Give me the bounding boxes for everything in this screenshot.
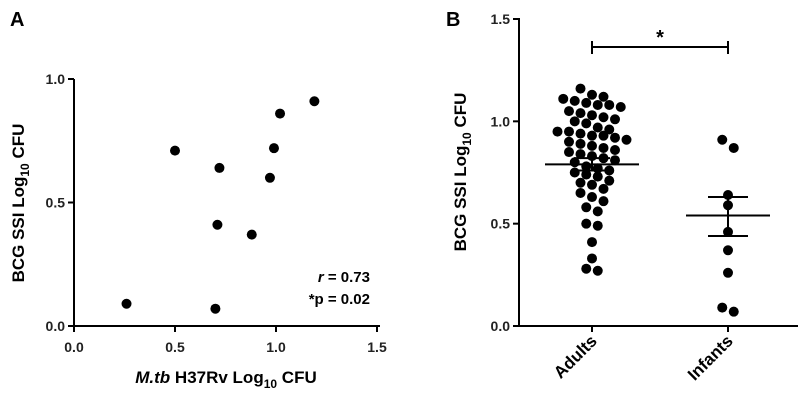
panel-b-data-point-adults [564, 147, 574, 158]
panel-b-data-point-adults [587, 89, 597, 100]
panel-a-points [121, 96, 320, 314]
significance-star: * [656, 27, 664, 49]
panel-b-data-point-adults [615, 102, 626, 113]
panel-b-data-point-adults [604, 99, 615, 110]
panel-b-data-point-adults [575, 128, 586, 139]
panel-a-x-label: M.tb H37Rv Log10 CFU [135, 368, 317, 391]
panel-b-data-point-adults [575, 187, 586, 198]
panel-b-data-point-adults [569, 116, 580, 127]
panel-b-data-point-adults [592, 220, 603, 231]
panel-b-data-point-adults [610, 132, 620, 143]
panel-a-data-point [170, 145, 180, 156]
panel-b-data-point-adults [575, 83, 586, 94]
panel-b-data-point-adults [581, 118, 592, 129]
panel-b-data-point-adults [575, 149, 586, 160]
panel-a-data-point [210, 303, 221, 314]
panel-b-category-label: Infants [684, 331, 737, 384]
panel-b-y-ticks: 0.0 0.5 1.0 1.5 [491, 11, 519, 334]
panel-a-r-value: r = 0.73 [318, 269, 370, 286]
panel-b-data-point-adults [564, 126, 574, 137]
panel-b-data-point-infants [723, 267, 733, 278]
panel-b-data-point-adults [592, 99, 603, 110]
panel-a-y-label: BCG SSI Log10 CFU [9, 124, 32, 283]
panel-b-data-point-adults [581, 97, 592, 108]
panel-b-data-point-adults [587, 237, 597, 248]
panel-b-mean-sem [545, 157, 770, 237]
panel-b-y-label: BCG SSI Log10 CFU [451, 93, 474, 252]
panel-b-data-point-infants [723, 245, 733, 256]
panel-b-data-point-adults [592, 122, 603, 133]
panel-b: B 0.0 0.5 1.0 1.5 Adults Infants BCG SSI Log… [446, 9, 798, 384]
panel-a-data-point [309, 96, 320, 107]
panel-b-y-tick-label: 0.5 [491, 216, 511, 232]
panel-b-data-point-adults [610, 114, 620, 125]
panel-a-x-tick-label: 0.0 [64, 339, 84, 355]
panel-b-data-point-adults [592, 206, 603, 217]
panel-b-data-point-adults [592, 265, 603, 276]
panel-b-data-point-adults [587, 110, 597, 121]
panel-a-data-point [246, 229, 257, 240]
panel-b-y-tick-label: 1.0 [491, 113, 511, 129]
panel-b-y-tick-label: 1.5 [491, 11, 511, 27]
panel-b-data-point-adults [575, 177, 586, 188]
panel-b-data-point-infants [717, 134, 728, 145]
panel-a-p-value: *p = 0.02 [309, 291, 370, 308]
panel-a-x-tick-label: 1.0 [266, 339, 286, 355]
panel-b-data-point-adults [598, 196, 609, 207]
panel-b-data-point-adults [587, 130, 597, 141]
panel-b-data-point-adults [598, 91, 609, 102]
panel-b-data-point-adults [558, 93, 569, 104]
panel-b-y-tick-label: 0.0 [491, 318, 511, 334]
panel-a-data-point [121, 298, 132, 309]
panel-b-data-point-adults [610, 155, 620, 166]
panel-b-data-point-adults [604, 175, 615, 186]
panel-a-x-tick-label: 1.5 [367, 339, 387, 355]
panel-b-data-point-adults [587, 192, 597, 203]
panel-b-data-point-adults [564, 136, 574, 147]
panel-b-data-point-adults [610, 144, 620, 155]
panel-b-data-point-adults [587, 253, 597, 264]
panel-a-data-point [268, 143, 279, 154]
panel-b-label: B [446, 9, 460, 31]
panel-a: A 0.0 0.5 1.0 0.0 0.5 1.0 1.5 BCG SSI Log10 C… [9, 9, 387, 391]
panel-b-data-point-adults [598, 142, 609, 153]
panel-b-data-point-adults [587, 140, 597, 151]
panel-a-data-point [275, 108, 286, 119]
panel-a-x-ticks: 0.0 0.5 1.0 1.5 [64, 326, 387, 355]
panel-b-points [552, 83, 739, 317]
panel-a-label: A [10, 9, 24, 31]
panel-b-data-point-infants [728, 306, 739, 317]
panel-b-data-point-infants [717, 302, 728, 313]
panel-a-y-tick-label: 1.0 [46, 71, 66, 87]
panel-a-y-ticks: 0.0 0.5 1.0 [46, 71, 74, 334]
panel-b-data-point-adults [581, 218, 592, 229]
panel-a-y-tick-label: 0.5 [46, 195, 66, 211]
panel-b-data-point-adults [592, 171, 603, 182]
panel-a-data-point [214, 162, 225, 173]
panel-a-data-point [264, 172, 275, 183]
panel-b-data-point-adults [569, 167, 580, 178]
panel-a-y-tick-label: 0.0 [46, 318, 66, 334]
panel-b-data-point-adults [569, 95, 580, 106]
panel-b-category-label: Adults [550, 331, 601, 382]
panel-b-data-point-adults [575, 138, 586, 149]
panel-b-data-point-adults [598, 112, 609, 123]
panel-a-x-tick-label: 0.5 [165, 339, 185, 355]
panel-b-data-point-adults [581, 263, 592, 274]
panel-b-data-point-adults [552, 126, 563, 137]
panel-b-data-point-infants [728, 142, 739, 153]
panel-b-data-point-adults [575, 108, 586, 119]
panel-b-data-point-adults [598, 183, 609, 194]
panel-b-data-point-adults [581, 169, 592, 180]
panel-b-data-point-adults [598, 130, 609, 141]
panel-b-data-point-adults [621, 134, 632, 145]
significance-bracket: * [591, 27, 729, 54]
panel-b-data-point-adults [581, 202, 592, 213]
panel-a-data-point [212, 219, 223, 230]
panel-b-data-point-adults [587, 179, 597, 190]
panel-b-x-ticks: Adults Infants [550, 326, 737, 384]
panel-b-data-point-adults [564, 106, 574, 117]
